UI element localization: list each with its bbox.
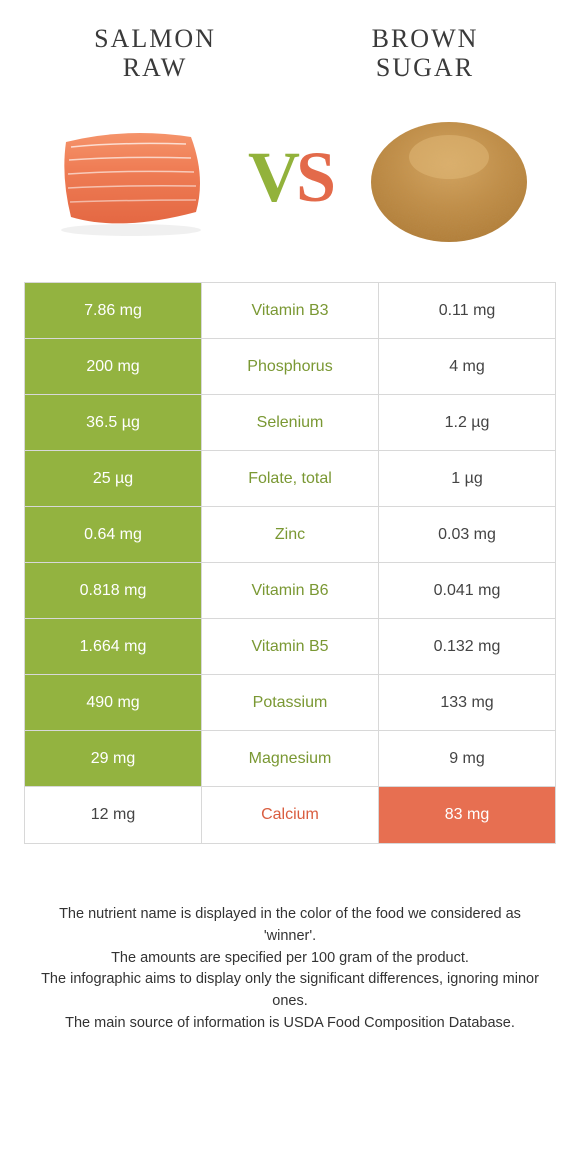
footer-line-4: The main source of information is USDA F… <box>35 1013 545 1035</box>
table-row: 36.5 µgSelenium1.2 µg <box>25 395 555 451</box>
header-right-line1: Brown <box>372 24 479 53</box>
table-row: 1.664 mgVitamin B50.132 mg <box>25 619 555 675</box>
cell-right-value: 0.132 mg <box>378 619 555 674</box>
cell-left-value: 7.86 mg <box>25 283 202 338</box>
cell-nutrient-name: Phosphorus <box>202 339 378 394</box>
cell-left-value: 0.64 mg <box>25 507 202 562</box>
header-right: Brown sugar <box>317 25 533 82</box>
cell-left-value: 25 µg <box>25 451 202 506</box>
table-row: 0.818 mgVitamin B60.041 mg <box>25 563 555 619</box>
cell-left-value: 36.5 µg <box>25 395 202 450</box>
cell-right-value: 9 mg <box>378 731 555 786</box>
cell-right-value: 133 mg <box>378 675 555 730</box>
footer-line-3: The infographic aims to display only the… <box>35 969 545 1013</box>
vs-s: S <box>296 137 332 217</box>
footer-line-2: The amounts are specified per 100 gram o… <box>35 948 545 970</box>
cell-right-value: 0.03 mg <box>378 507 555 562</box>
cell-right-value: 0.11 mg <box>378 283 555 338</box>
salmon-icon <box>46 102 216 252</box>
cell-nutrient-name: Folate, total <box>202 451 378 506</box>
cell-nutrient-name: Calcium <box>202 787 378 843</box>
comparison-table: 7.86 mgVitamin B30.11 mg200 mgPhosphorus… <box>24 282 556 844</box>
cell-nutrient-name: Magnesium <box>202 731 378 786</box>
table-row: 0.64 mgZinc0.03 mg <box>25 507 555 563</box>
cell-left-value: 29 mg <box>25 731 202 786</box>
header-left-line1: Salmon <box>94 24 216 53</box>
table-row: 25 µgFolate, total1 µg <box>25 451 555 507</box>
cell-nutrient-name: Potassium <box>202 675 378 730</box>
cell-left-value: 0.818 mg <box>25 563 202 618</box>
cell-right-value: 0.041 mg <box>378 563 555 618</box>
cell-left-value: 490 mg <box>25 675 202 730</box>
footer-notes: The nutrient name is displayed in the co… <box>20 904 560 1035</box>
footer-line-1: The nutrient name is displayed in the co… <box>35 904 545 948</box>
header-left: Salmon raw <box>47 25 263 82</box>
cell-right-value: 4 mg <box>378 339 555 394</box>
cell-right-value: 83 mg <box>378 787 555 843</box>
cell-left-value: 1.664 mg <box>25 619 202 674</box>
header-right-line2: sugar <box>376 53 474 82</box>
images-row: VS <box>20 102 560 252</box>
table-row: 490 mgPotassium133 mg <box>25 675 555 731</box>
table-row: 29 mgMagnesium9 mg <box>25 731 555 787</box>
cell-nutrient-name: Selenium <box>202 395 378 450</box>
cell-nutrient-name: Zinc <box>202 507 378 562</box>
cell-nutrient-name: Vitamin B5 <box>202 619 378 674</box>
sugar-icon <box>364 102 534 252</box>
table-row: 7.86 mgVitamin B30.11 mg <box>25 283 555 339</box>
cell-left-value: 200 mg <box>25 339 202 394</box>
cell-left-value: 12 mg <box>25 787 202 843</box>
header-left-line2: raw <box>123 53 188 82</box>
table-row: 200 mgPhosphorus4 mg <box>25 339 555 395</box>
cell-right-value: 1.2 µg <box>378 395 555 450</box>
vs-label: VS <box>248 136 332 219</box>
cell-nutrient-name: Vitamin B6 <box>202 563 378 618</box>
vs-v: V <box>248 137 296 217</box>
header: Salmon raw Brown sugar <box>20 25 560 82</box>
table-row: 12 mgCalcium83 mg <box>25 787 555 843</box>
cell-right-value: 1 µg <box>378 451 555 506</box>
cell-nutrient-name: Vitamin B3 <box>202 283 378 338</box>
